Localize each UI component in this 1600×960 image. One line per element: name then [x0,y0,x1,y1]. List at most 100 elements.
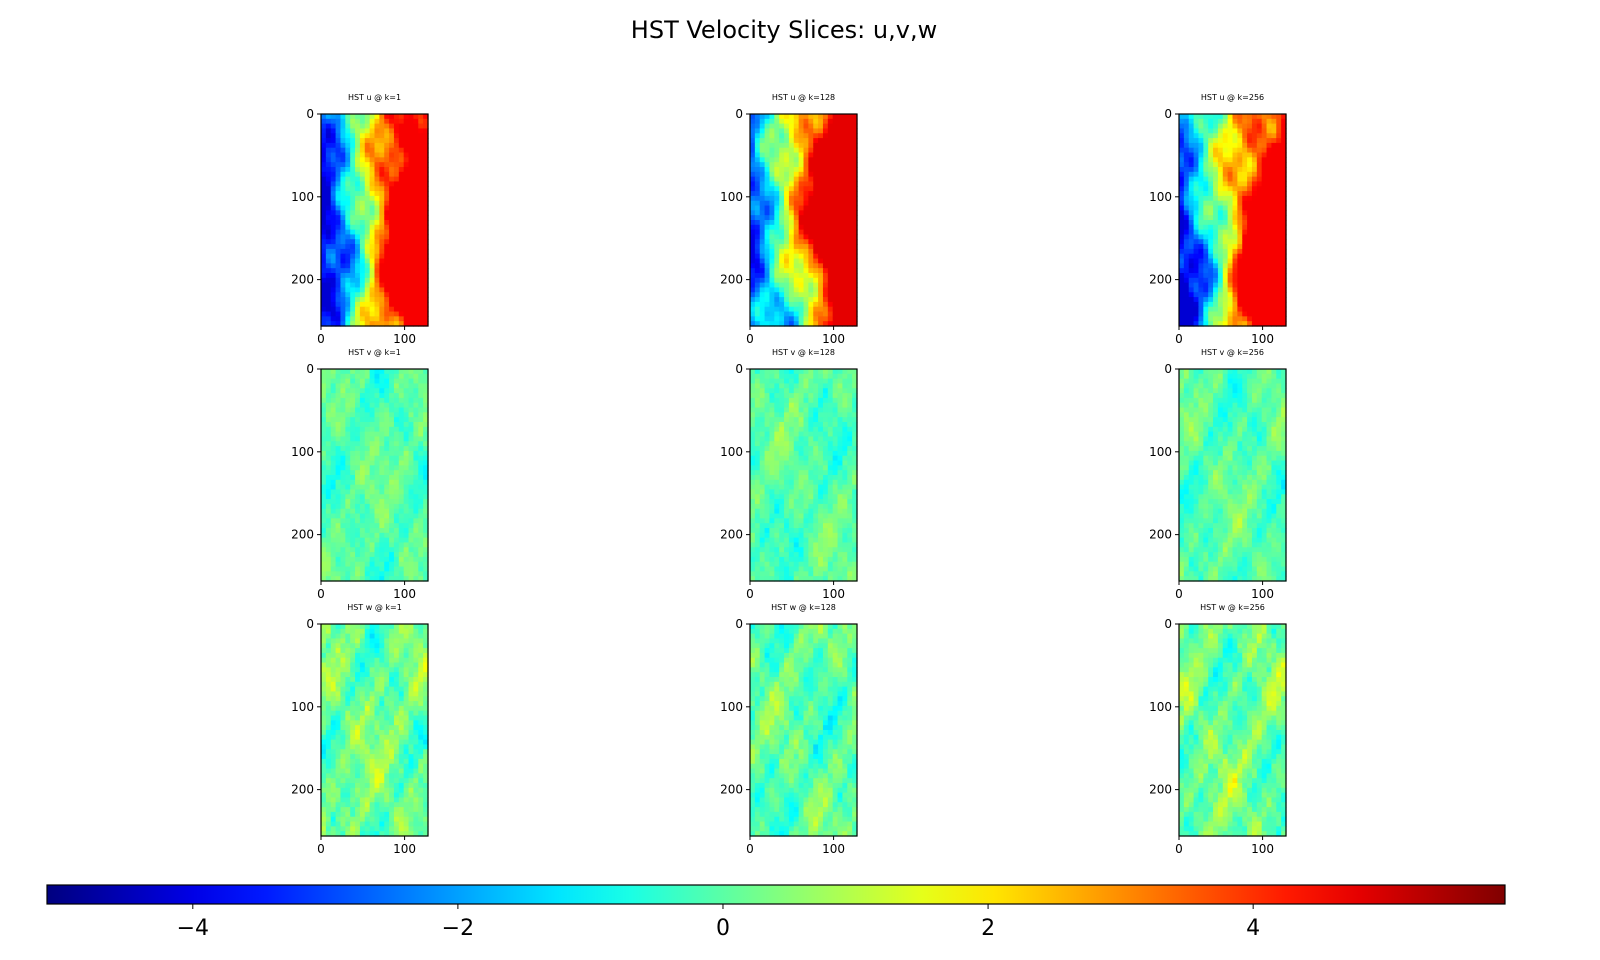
heatmap-cell [774,142,780,149]
heatmap-cell [355,383,361,389]
heatmap-cell [1179,114,1185,120]
heatmap-cell [359,128,366,134]
heatmap-cell [379,484,385,491]
heatmap-cell [389,186,395,192]
heatmap-cell [408,306,415,313]
heatmap-cell [769,369,775,375]
heatmap-cell [1193,123,1200,130]
heatmap-cell [398,475,405,481]
heatmap-cell [852,248,858,255]
heatmap-cell [750,412,756,418]
heatmap-cell [779,479,785,486]
heatmap-cell [408,157,415,163]
heatmap-cell [818,248,824,255]
heatmap-cell [1261,229,1268,236]
heatmap-cell [759,542,766,548]
heatmap-cell [759,210,766,216]
heatmap-cell [340,316,346,322]
heatmap-cell [1203,292,1209,298]
heatmap-cell [847,191,853,197]
heatmap-cell [398,407,405,413]
heatmap-cell [1261,378,1268,385]
heatmap-cell [355,287,361,293]
heatmap-cell [345,123,351,130]
heatmap-cell [389,576,395,582]
heatmap-cell [345,282,351,289]
heatmap-cell [793,417,800,423]
heatmap-cell [842,441,848,447]
heatmap-cell [842,234,848,240]
heatmap-cell [359,176,366,183]
heatmap-cell [822,378,829,385]
heatmap-cell [822,489,829,495]
heatmap-cell [350,205,356,211]
heatmap-cell [398,373,405,380]
heatmap-cell [325,532,332,539]
heatmap-cell [769,138,775,144]
heatmap-cell [769,465,775,471]
heatmap-cell [1256,297,1263,303]
heatmap-cell [759,455,766,462]
heatmap-cell [374,258,380,264]
heatmap-cell [842,484,848,491]
heatmap-cell [355,220,361,226]
heatmap-cell [1256,114,1263,120]
heatmap-cell [754,301,761,308]
heatmap-cell [345,513,351,519]
heatmap-cell [340,306,346,313]
heatmap-cell [852,426,858,433]
heatmap-cell [389,306,395,313]
heatmap-cell [847,181,853,187]
heatmap-cell [369,277,376,284]
heatmap-cell [1261,268,1268,274]
heatmap-cell [750,306,756,313]
heatmap-cell [374,128,380,134]
heatmap-cell [769,147,775,154]
heatmap-cell [1179,171,1185,178]
heatmap-cell [374,123,380,130]
heatmap-cell [355,402,361,409]
heatmap-cell [1242,321,1248,327]
heatmap-cell [364,422,371,428]
heatmap-cell [1261,210,1268,216]
heatmap-cell [379,171,385,178]
heatmap-cell [798,460,805,466]
heatmap-cell [340,142,346,149]
heatmap-cell [359,138,366,144]
heatmap-cell [355,118,361,125]
heatmap-cell [1222,316,1229,322]
heatmap-cell [398,210,405,216]
heatmap-cell [822,128,829,134]
heatmap-cell [1256,118,1263,125]
heatmap-cell [335,532,342,539]
heatmap-cell [359,571,366,577]
heatmap-cell [345,301,351,308]
heatmap-cell [1237,268,1243,274]
heatmap-cell [340,297,346,303]
heatmap-cell [852,475,858,481]
heatmap-cell [335,436,342,442]
heatmap-cell [393,455,400,462]
heatmap-cell [754,258,761,264]
heatmap-cell [1217,311,1224,317]
heatmap-cell [418,436,424,442]
heatmap-cell [330,450,337,457]
heatmap-cell [1271,138,1277,144]
heatmap-cell [1276,114,1282,120]
heatmap-cell [1251,114,1258,120]
heatmap-cell [335,229,342,236]
heatmap-cell [1276,311,1282,317]
heatmap-cell [750,142,756,149]
heatmap-cell [788,393,795,399]
heatmap-cell [1198,273,1204,279]
heatmap-cell [808,436,814,442]
heatmap-cell [842,455,848,462]
heatmap-cell [1281,186,1287,192]
heatmap-cell [379,210,385,216]
heatmap-cell [1193,152,1200,158]
heatmap-cell [750,393,756,399]
heatmap-cell [1217,200,1224,207]
heatmap-cell [389,162,395,168]
heatmap-cell [827,282,834,289]
heatmap-cell [413,369,419,375]
